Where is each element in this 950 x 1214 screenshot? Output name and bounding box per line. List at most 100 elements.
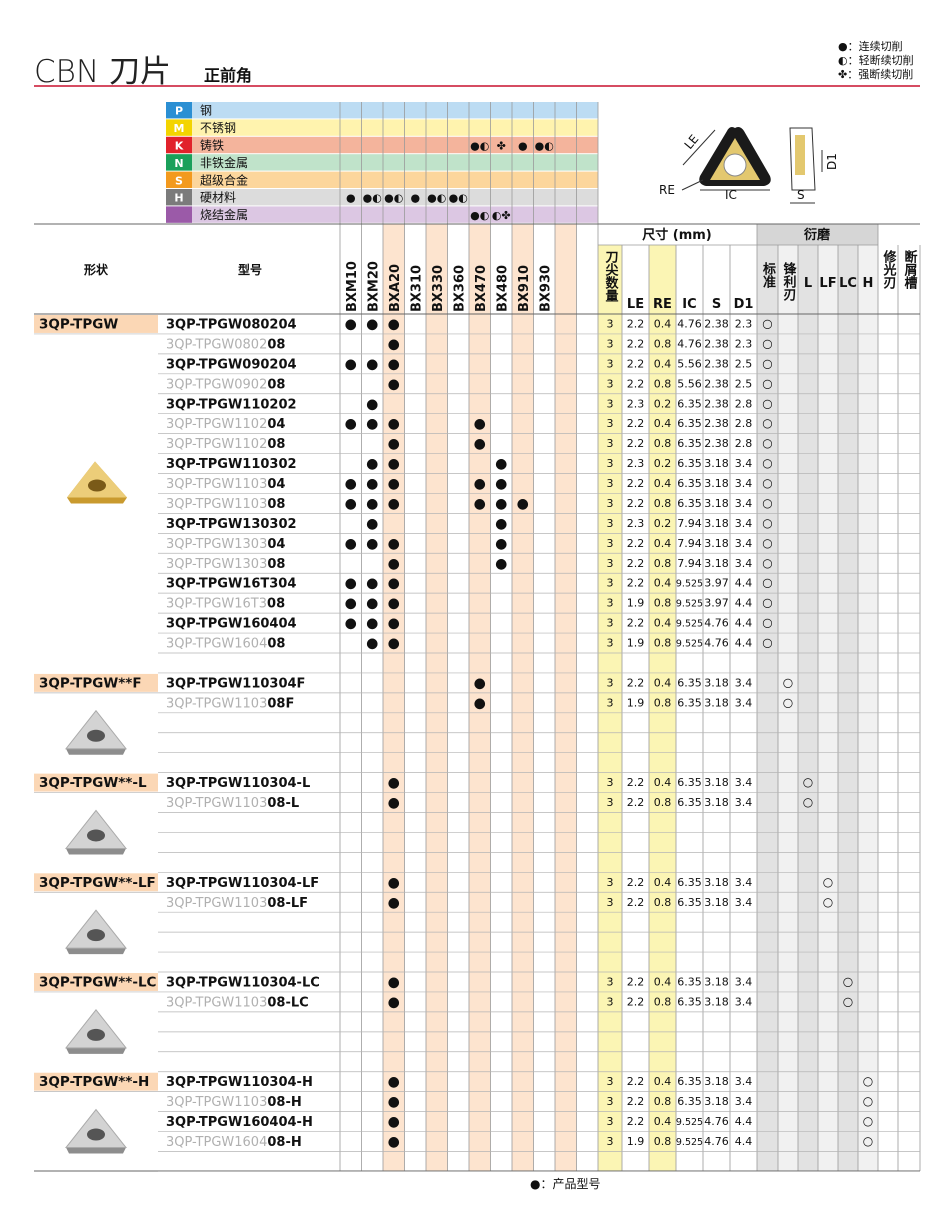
dim-value: 2.38 bbox=[704, 397, 729, 410]
dim-value: 2.5 bbox=[735, 357, 753, 370]
dim-value: 6.35 bbox=[677, 1095, 702, 1108]
grade-mark: ● bbox=[366, 476, 378, 492]
dim-value: 3.18 bbox=[704, 976, 729, 989]
grade-mark: ● bbox=[495, 536, 507, 552]
dim-value: 2.2 bbox=[627, 776, 645, 789]
dim-value: 4.4 bbox=[735, 1135, 753, 1148]
grade-mark: ● bbox=[345, 356, 357, 372]
dim-value: 2.2 bbox=[627, 617, 645, 630]
dim-value: 2.38 bbox=[704, 357, 729, 370]
model-part: 3QP-TPGW16T3 bbox=[166, 597, 267, 612]
grade-mark: ● bbox=[388, 1114, 400, 1130]
dim-value: 2.2 bbox=[627, 976, 645, 989]
dim-value: 0.4 bbox=[654, 577, 672, 590]
grade-mark: ● bbox=[474, 476, 486, 492]
insert-icon bbox=[64, 909, 128, 955]
dim-value: 2.2 bbox=[627, 995, 645, 1008]
dim-value: 0.4 bbox=[654, 976, 672, 989]
material-code-box bbox=[166, 189, 192, 206]
dim-value: 2.2 bbox=[627, 1095, 645, 1108]
hone-mark: ○ bbox=[803, 775, 813, 789]
dim-value: 3.4 bbox=[735, 1095, 753, 1108]
group-label: 3QP-TPGW**-LC bbox=[39, 975, 157, 991]
grade-mark: ● bbox=[345, 536, 357, 552]
dim-value: 6.35 bbox=[677, 497, 702, 510]
grade-mark: ● bbox=[495, 556, 507, 572]
group-label: 3QP-TPGW**F bbox=[39, 675, 142, 691]
grade-header: BX930 bbox=[538, 265, 553, 312]
col-header: 型号 bbox=[238, 262, 262, 277]
grade-stripe bbox=[426, 224, 448, 1171]
model-name: 3QP-TPGW160408 bbox=[166, 637, 285, 652]
grade-mark: ● bbox=[388, 636, 400, 652]
dim-stripe bbox=[598, 245, 622, 1171]
group-label-bg bbox=[34, 773, 158, 792]
grade-header: BX360 bbox=[452, 265, 467, 312]
col-header: 形状 bbox=[84, 262, 109, 277]
icon-hole bbox=[87, 929, 105, 942]
model-name: 3QP-TPGW110304 bbox=[166, 477, 285, 492]
material-row-bg bbox=[166, 136, 598, 154]
grade-mark: ● bbox=[388, 1074, 400, 1090]
insert-hole bbox=[723, 153, 747, 177]
group-label: 3QP-TPGW**-L bbox=[39, 775, 147, 791]
page-subtitle: 正前角 bbox=[204, 66, 252, 85]
grade-mark: ● bbox=[517, 496, 529, 512]
model-name: 3QP-TPGW110308-L bbox=[166, 796, 299, 811]
grade-mark: ● bbox=[366, 576, 378, 592]
model-name: 3QP-TPGW110304-L bbox=[166, 776, 310, 791]
dim-value: 0.8 bbox=[654, 696, 672, 709]
hone-mark: ○ bbox=[783, 675, 793, 689]
grade-stripe bbox=[512, 224, 534, 1171]
material-name: 超级合金 bbox=[200, 172, 248, 187]
insert-icon bbox=[64, 1009, 128, 1054]
dim-value: 2.2 bbox=[627, 417, 645, 430]
dim-value: 0.8 bbox=[654, 995, 672, 1008]
footer-note: ●：产品型号 bbox=[530, 1177, 600, 1191]
dim-value: 2.2 bbox=[627, 577, 645, 590]
dim-value: 3.4 bbox=[735, 796, 753, 809]
dim-value: 3.18 bbox=[704, 457, 729, 470]
dim-value: 3 bbox=[607, 357, 614, 370]
model-part: 08 bbox=[267, 337, 285, 352]
hone-mark: ○ bbox=[762, 556, 772, 570]
model-part: 3QP-TPGW1102 bbox=[166, 417, 267, 432]
dim-value: 9.525 bbox=[676, 639, 703, 650]
dim-value: 6.35 bbox=[677, 976, 702, 989]
dim-value: 3.4 bbox=[735, 696, 753, 709]
dim-value: 4.4 bbox=[735, 577, 753, 590]
material-mark: ●◐ bbox=[427, 192, 446, 205]
dim-value: 2.8 bbox=[735, 397, 753, 410]
model-name: 3QP-TPGW110308-LF bbox=[166, 896, 308, 911]
dim-value: 3.4 bbox=[735, 876, 753, 889]
dim-value: 2.2 bbox=[627, 557, 645, 570]
dim-value: 2.5 bbox=[735, 377, 753, 390]
material-code-box bbox=[166, 119, 192, 136]
dim-line bbox=[681, 179, 704, 191]
model-part: 3QP-TPGW110304-LC bbox=[166, 976, 320, 991]
dim-value: 3.4 bbox=[735, 896, 753, 909]
dim-value: 3.4 bbox=[735, 477, 753, 490]
model-name: 3QP-TPGW160404 bbox=[166, 617, 297, 632]
dim-value: 0.4 bbox=[654, 477, 672, 490]
col-header: S bbox=[712, 297, 721, 312]
grade-mark: ● bbox=[366, 636, 378, 652]
dim-value: 0.8 bbox=[654, 1095, 672, 1108]
grade-mark: ● bbox=[345, 496, 357, 512]
model-part: 08F bbox=[267, 696, 294, 711]
dim-value: 4.4 bbox=[735, 637, 753, 650]
dim-value: 3.4 bbox=[735, 557, 753, 570]
dim-value: 3 bbox=[607, 517, 614, 530]
model-part: 3QP-TPGW1103 bbox=[166, 1095, 267, 1110]
dim-value: 3.4 bbox=[735, 995, 753, 1008]
grade-mark: ● bbox=[366, 536, 378, 552]
dim-value: 3.4 bbox=[735, 1075, 753, 1088]
model-part: 08-LF bbox=[267, 896, 308, 911]
model-part: 3QP-TPGW1303 bbox=[166, 537, 267, 552]
material-mark: ✤ bbox=[497, 140, 506, 153]
grade-mark: ● bbox=[366, 317, 378, 333]
grade-mark: ● bbox=[366, 496, 378, 512]
material-mark: ● bbox=[518, 140, 528, 153]
model-name: 3QP-TPGW110308 bbox=[166, 497, 285, 512]
hone-mark: ○ bbox=[762, 516, 772, 530]
